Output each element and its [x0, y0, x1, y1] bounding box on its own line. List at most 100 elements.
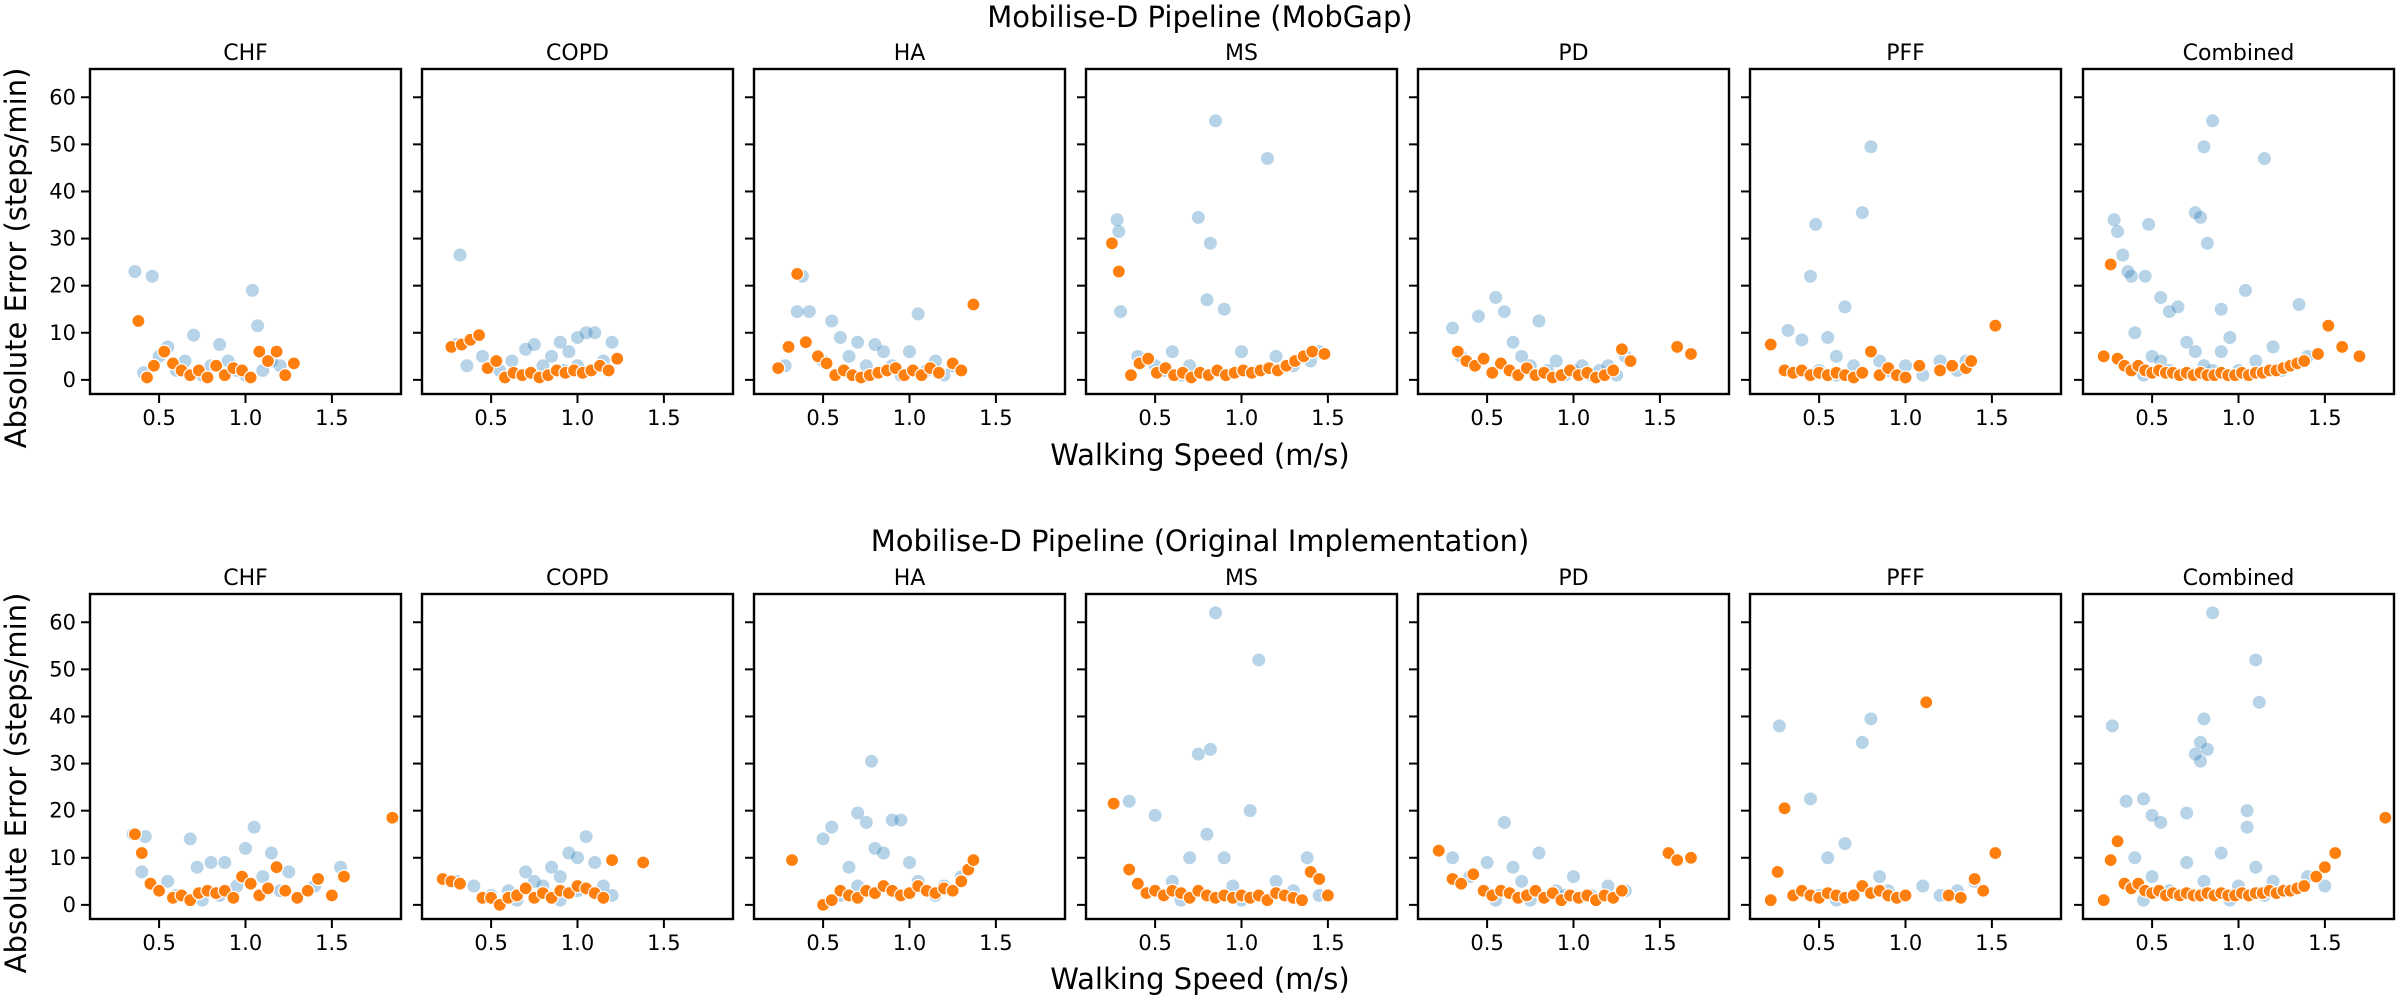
binned-mean-point — [1123, 368, 1139, 383]
individual-point — [588, 855, 602, 869]
y-tick-label: 60 — [49, 610, 76, 634]
individual-point — [790, 305, 804, 319]
individual-point — [1203, 742, 1217, 756]
binned-mean-point — [601, 363, 616, 378]
row-title-mobgap: Mobilise-D Pipeline (MobGap) — [987, 0, 1412, 34]
individual-point — [1471, 309, 1485, 323]
x-tick-label: 1.5 — [1643, 406, 1676, 430]
binned-mean-point — [134, 845, 149, 861]
individual-point — [1235, 345, 1248, 359]
x-tick-label: 1.5 — [1311, 406, 1344, 430]
binned-mean-point — [2352, 349, 2367, 364]
y-tick-label: 50 — [49, 657, 76, 681]
binned-mean-point — [596, 890, 611, 905]
individual-point — [2257, 151, 2271, 165]
x-tick-label: 1.0 — [1889, 931, 1922, 955]
binned-mean-point — [1777, 801, 1792, 816]
panel-ha: HA 0.5 1.0 1.5 — [745, 41, 1067, 430]
x-tick-label: 1.0 — [561, 931, 594, 955]
individual-point — [1549, 354, 1563, 368]
individual-point — [851, 335, 865, 349]
binned-mean-point — [1450, 344, 1465, 359]
individual-point — [1122, 794, 1136, 808]
binned-mean-point — [1898, 888, 1913, 903]
individual-point — [128, 265, 142, 279]
binned-mean-point — [1614, 342, 1629, 357]
x-tick-label: 1.0 — [1225, 406, 1258, 430]
panel-frame — [1748, 592, 2063, 921]
x-tick-label: 1.5 — [979, 931, 1012, 955]
binned-mean-point — [269, 860, 284, 875]
panel-frame — [752, 592, 1067, 921]
individual-point — [2197, 140, 2211, 154]
binned-mean-point — [1912, 358, 1927, 373]
binned-mean-point — [1967, 871, 1982, 887]
individual-point — [842, 349, 856, 363]
individual-point — [816, 832, 830, 846]
binned-mean-point — [1770, 864, 1785, 879]
individual-point — [2214, 345, 2228, 359]
individual-point — [1809, 217, 1823, 231]
individual-point — [1838, 837, 1852, 851]
individual-point — [135, 865, 149, 879]
individual-point — [282, 865, 296, 879]
individual-point — [505, 354, 519, 368]
individual-point — [864, 754, 878, 768]
binned-mean-point — [146, 358, 162, 373]
individual-point — [842, 860, 856, 874]
panel-points — [1106, 606, 1335, 908]
panel-copd: COPD 0.5 1.0 1.5 — [413, 566, 735, 955]
binned-mean-point — [2321, 318, 2336, 333]
individual-point — [138, 830, 152, 844]
binned-mean-point — [2335, 339, 2350, 354]
individual-point — [218, 855, 232, 869]
binned-mean-point — [290, 890, 305, 905]
individual-point — [2138, 269, 2152, 283]
individual-point — [2145, 808, 2159, 822]
y-tick-label: 0 — [63, 893, 76, 917]
panel-title: PFF — [1886, 41, 1925, 66]
binned-mean-point — [954, 874, 969, 889]
binned-mean-point — [1670, 853, 1685, 868]
individual-point — [2145, 349, 2159, 363]
panel-title: PFF — [1886, 566, 1925, 591]
panel-title: HA — [894, 41, 926, 66]
x-tick-label: 0.5 — [1470, 406, 1503, 430]
individual-point — [1532, 846, 1546, 860]
binned-mean-point — [1104, 236, 1120, 251]
binned-mean-point — [2317, 860, 2332, 875]
binned-mean-point — [636, 855, 651, 870]
x-tick-label: 0.5 — [2135, 931, 2168, 955]
binned-mean-point — [1130, 876, 1145, 891]
individual-point — [911, 307, 925, 321]
binned-mean-point — [336, 869, 352, 884]
individual-point — [1795, 333, 1809, 347]
individual-point — [825, 314, 839, 328]
y-tick-label: 10 — [49, 846, 76, 870]
individual-point — [2121, 265, 2135, 279]
binned-mean-point — [798, 335, 813, 350]
x-tick-label: 1.0 — [893, 931, 926, 955]
individual-point — [2193, 754, 2207, 768]
individual-point — [903, 345, 916, 359]
x-tick-label: 1.5 — [647, 931, 680, 955]
panel-title: MS — [1225, 566, 1258, 591]
binned-mean-point — [1294, 893, 1310, 908]
individual-point — [2252, 695, 2266, 709]
binned-mean-point — [131, 313, 146, 329]
binned-mean-point — [1945, 358, 1960, 373]
individual-point — [553, 335, 567, 349]
individual-point — [903, 855, 916, 869]
panel-points — [1763, 140, 2003, 385]
individual-point — [519, 865, 533, 879]
binned-mean-point — [1919, 695, 1934, 710]
binned-mean-point — [489, 353, 504, 369]
individual-point — [1821, 851, 1835, 865]
individual-point — [1899, 359, 1912, 373]
binned-mean-point — [610, 351, 625, 366]
individual-point — [2214, 302, 2228, 316]
binned-mean-point — [2328, 845, 2343, 861]
ylabel-row-1: Absolute Error (steps/min) — [0, 68, 33, 449]
individual-point — [245, 283, 259, 297]
